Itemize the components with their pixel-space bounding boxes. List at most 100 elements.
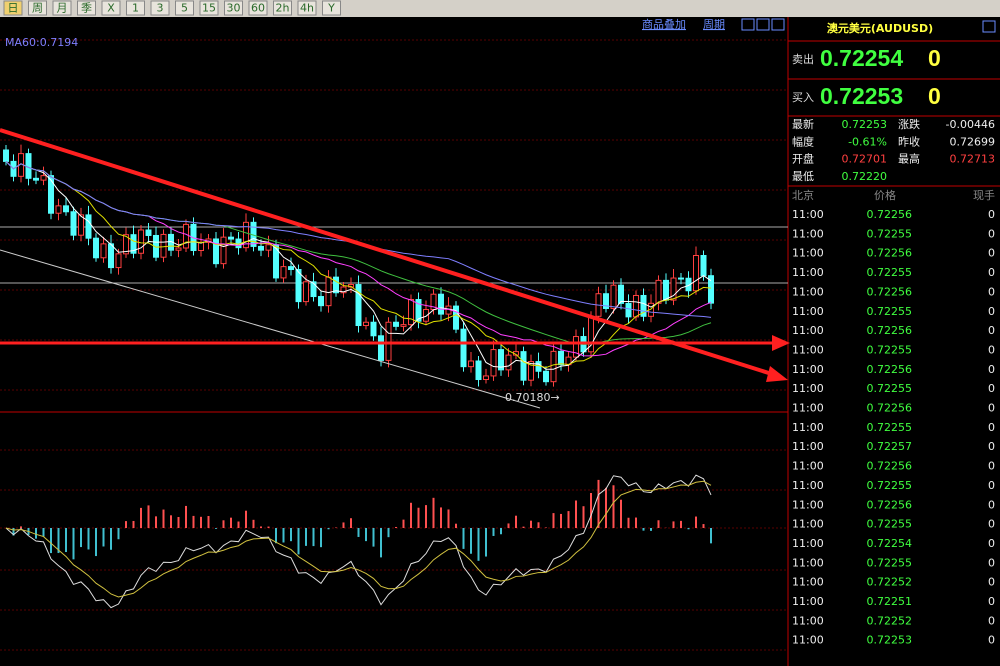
moving-average — [5, 161, 712, 370]
candle-body — [40, 175, 47, 181]
candle-body — [198, 241, 204, 252]
candle-body — [108, 243, 114, 269]
candle-body — [483, 375, 489, 381]
toolbar-button[interactable] — [175, 0, 194, 16]
period-button[interactable]: 周期 — [703, 18, 725, 31]
candle-body — [48, 175, 54, 214]
stat-label: 昨收 — [898, 134, 920, 148]
overlay-button[interactable]: 商品叠加 — [642, 17, 686, 31]
toolbar-button-label: 5 — [181, 2, 188, 15]
toolbar-button[interactable] — [322, 0, 341, 16]
toolbar-button[interactable] — [126, 0, 145, 16]
tick-time: 11:00 — [792, 363, 824, 376]
window-button[interactable] — [741, 18, 755, 31]
tick-time: 11:00 — [792, 537, 824, 550]
candle-body — [63, 205, 69, 213]
tick-time: 11:00 — [792, 576, 824, 589]
toolbar-button[interactable] — [297, 0, 317, 16]
ticks-header: 价格 — [874, 188, 896, 202]
panel-button[interactable] — [982, 20, 996, 33]
tick-volume: 0 — [988, 305, 995, 318]
tick-volume: 0 — [988, 227, 995, 240]
toolbar-button[interactable] — [150, 0, 170, 16]
candle-body — [265, 244, 272, 251]
toolbar-button[interactable] — [224, 0, 243, 16]
candle-body — [633, 294, 639, 318]
stat-value: -0.00446 — [946, 118, 995, 131]
toolbar-button[interactable] — [3, 0, 23, 16]
toolbar-button[interactable] — [199, 0, 219, 16]
stat-value: 0.72699 — [950, 135, 996, 148]
tick-volume: 0 — [988, 460, 995, 473]
window-button[interactable] — [771, 18, 785, 31]
candle-body — [618, 284, 624, 304]
toolbar-button[interactable] — [77, 0, 96, 16]
tick-time: 11:00 — [792, 402, 824, 415]
candle-body — [340, 286, 347, 294]
candle-body — [175, 247, 182, 251]
tick-price: 0.72257 — [867, 440, 913, 453]
quote-label: 卖出 — [792, 52, 814, 66]
tick-price: 0.72251 — [867, 595, 913, 608]
tick-price: 0.72253 — [867, 634, 913, 647]
candle-body — [123, 234, 129, 255]
tick-time: 11:00 — [792, 208, 824, 221]
tick-price: 0.72254 — [867, 537, 913, 550]
toolbar-button[interactable] — [248, 0, 268, 16]
candle-body — [288, 266, 294, 271]
quote-price: 0.72254 — [820, 45, 903, 71]
candle-body — [333, 276, 339, 294]
candle-body — [700, 255, 707, 277]
candle-body — [468, 360, 474, 368]
candle-body — [498, 349, 504, 371]
candle-body — [85, 214, 92, 239]
tick-volume: 0 — [988, 324, 995, 337]
toolbar-button[interactable] — [273, 0, 292, 16]
tick-volume: 0 — [988, 382, 995, 395]
tick-price: 0.72256 — [867, 498, 913, 511]
tick-price: 0.72252 — [867, 576, 913, 589]
stat-value: 0.72253 — [842, 118, 888, 131]
toolbar-button-label: 日 — [8, 2, 19, 15]
candle-body — [453, 305, 459, 330]
toolbar-button[interactable] — [28, 0, 47, 16]
candle-body — [558, 350, 564, 366]
candle-body — [130, 234, 137, 254]
tick-volume: 0 — [988, 421, 995, 434]
toolbar-button-label: 季 — [81, 2, 92, 15]
candle-body — [145, 229, 152, 236]
tick-volume: 0 — [988, 208, 995, 221]
candle-body — [115, 253, 122, 269]
tick-price: 0.72256 — [867, 285, 913, 298]
tick-time: 11:00 — [792, 247, 824, 260]
candle-body — [220, 236, 227, 265]
tick-time: 11:00 — [792, 266, 824, 279]
candle-body — [280, 266, 287, 279]
tick-price: 0.72256 — [867, 460, 913, 473]
candle-body — [603, 293, 609, 309]
tick-volume: 0 — [988, 266, 995, 279]
tick-time: 11:00 — [792, 440, 824, 453]
toolbar-button[interactable] — [52, 0, 72, 16]
candle-body — [355, 284, 362, 327]
candle-body — [363, 321, 369, 327]
toolbar-button-label: 30 — [227, 2, 241, 15]
candle-body — [663, 279, 669, 301]
low-marker: 0.70180→ — [505, 391, 560, 404]
toolbar-button[interactable] — [101, 0, 121, 16]
candle-body — [70, 211, 77, 236]
tick-price: 0.72255 — [867, 343, 913, 356]
candle-body — [543, 370, 549, 383]
candle-body — [160, 233, 167, 258]
stat-label: 涨跌 — [898, 117, 920, 131]
tick-price: 0.72255 — [867, 556, 913, 569]
candle-body — [55, 205, 62, 214]
candle-body — [378, 335, 384, 361]
ticks-header: 北京 — [792, 188, 814, 202]
dea-line — [5, 480, 712, 598]
tick-price: 0.72255 — [867, 227, 913, 240]
window-button[interactable] — [756, 18, 770, 31]
candle-body — [100, 243, 107, 259]
tick-time: 11:00 — [792, 382, 824, 395]
candle-body — [393, 321, 399, 327]
